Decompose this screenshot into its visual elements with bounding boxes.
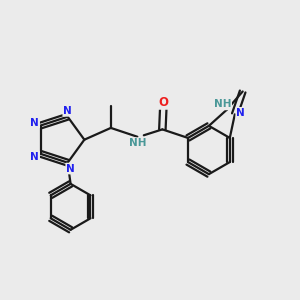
Text: NH: NH (214, 99, 231, 110)
Text: O: O (158, 96, 168, 109)
Text: N: N (63, 106, 72, 116)
Text: NH: NH (129, 138, 147, 148)
Text: N: N (236, 108, 245, 118)
Text: N: N (30, 152, 39, 162)
Text: N: N (66, 164, 75, 173)
Text: N: N (30, 118, 39, 128)
